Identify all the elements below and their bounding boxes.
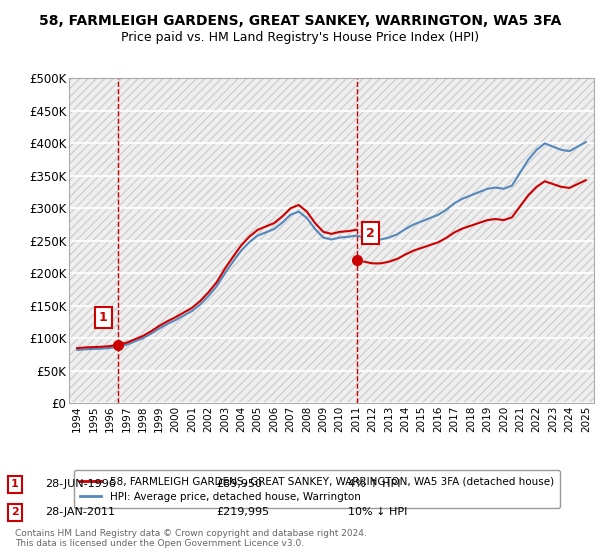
Text: £219,995: £219,995 xyxy=(216,507,269,517)
Text: 1: 1 xyxy=(11,479,19,489)
Text: 58, FARMLEIGH GARDENS, GREAT SANKEY, WARRINGTON, WA5 3FA: 58, FARMLEIGH GARDENS, GREAT SANKEY, WAR… xyxy=(39,14,561,28)
Text: 28-JUN-1996: 28-JUN-1996 xyxy=(45,479,116,489)
Text: Price paid vs. HM Land Registry's House Price Index (HPI): Price paid vs. HM Land Registry's House … xyxy=(121,31,479,44)
Text: 1: 1 xyxy=(99,311,107,324)
Text: Contains HM Land Registry data © Crown copyright and database right 2024.
This d: Contains HM Land Registry data © Crown c… xyxy=(15,529,367,548)
Legend: 58, FARMLEIGH GARDENS, GREAT SANKEY, WARRINGTON, WA5 3FA (detached house), HPI: : 58, FARMLEIGH GARDENS, GREAT SANKEY, WAR… xyxy=(74,470,560,508)
Text: 28-JAN-2011: 28-JAN-2011 xyxy=(45,507,115,517)
Text: 4% ↑ HPI: 4% ↑ HPI xyxy=(348,479,401,489)
Text: 2: 2 xyxy=(11,507,19,517)
Text: £89,950: £89,950 xyxy=(216,479,262,489)
Text: 2: 2 xyxy=(366,226,375,240)
Text: 10% ↓ HPI: 10% ↓ HPI xyxy=(348,507,407,517)
